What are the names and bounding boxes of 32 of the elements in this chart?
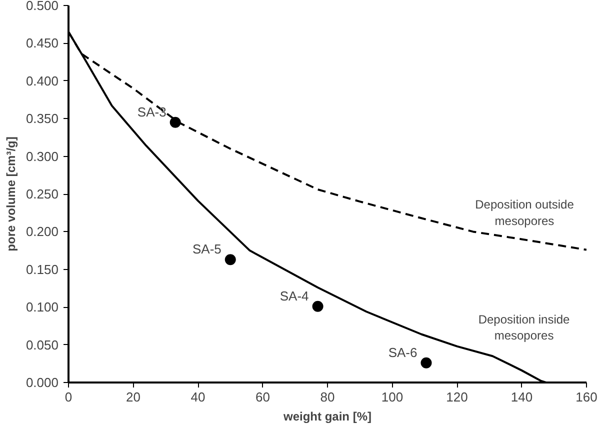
annotation: SA-5 — [192, 242, 222, 257]
annotation: SA-3 — [137, 104, 166, 120]
annotation: SA-4 — [280, 288, 309, 304]
x-tick-label: 140 — [510, 390, 533, 404]
y-tick-label: 0.100 — [26, 300, 59, 315]
y-tick-label: 0.400 — [26, 73, 59, 88]
y-tick-label: 0.450 — [26, 36, 59, 51]
point — [224, 254, 236, 266]
y-axis-title: pore volume [cm³/g] — [4, 136, 18, 252]
x-tick-label: 60 — [256, 390, 270, 404]
series-label: Deposition inside mesopores — [478, 312, 570, 342]
x-tick-label: 160 — [576, 390, 598, 404]
y-tick-label: 0.000 — [26, 375, 59, 390]
point — [312, 300, 324, 312]
y-tick-label: 0.250 — [26, 186, 59, 202]
x-tick-label: 20 — [126, 390, 140, 404]
series-label: Deposition outside mesopores — [475, 198, 574, 228]
point — [420, 357, 432, 368]
y-tick-label: 0.300 — [26, 148, 59, 164]
y-tick-label: 0.500 — [26, 0, 59, 13]
x-tick-label: 40 — [190, 390, 206, 404]
x-axis-title: weight gain [%] — [282, 410, 372, 424]
y-tick-label: 0.350 — [26, 111, 59, 126]
y-tick-label: 0.050 — [26, 337, 59, 352]
y-tick-label: 0.200 — [26, 224, 59, 240]
x-tick-label: 80 — [320, 390, 335, 404]
x-tick-label: 100 — [381, 390, 404, 404]
annotation: SA-6 — [388, 344, 418, 360]
point — [170, 116, 181, 128]
y-tick-label: 0.150 — [26, 262, 59, 277]
x-tick-label: 120 — [446, 390, 468, 404]
x-tick-label: 0 — [64, 390, 72, 404]
